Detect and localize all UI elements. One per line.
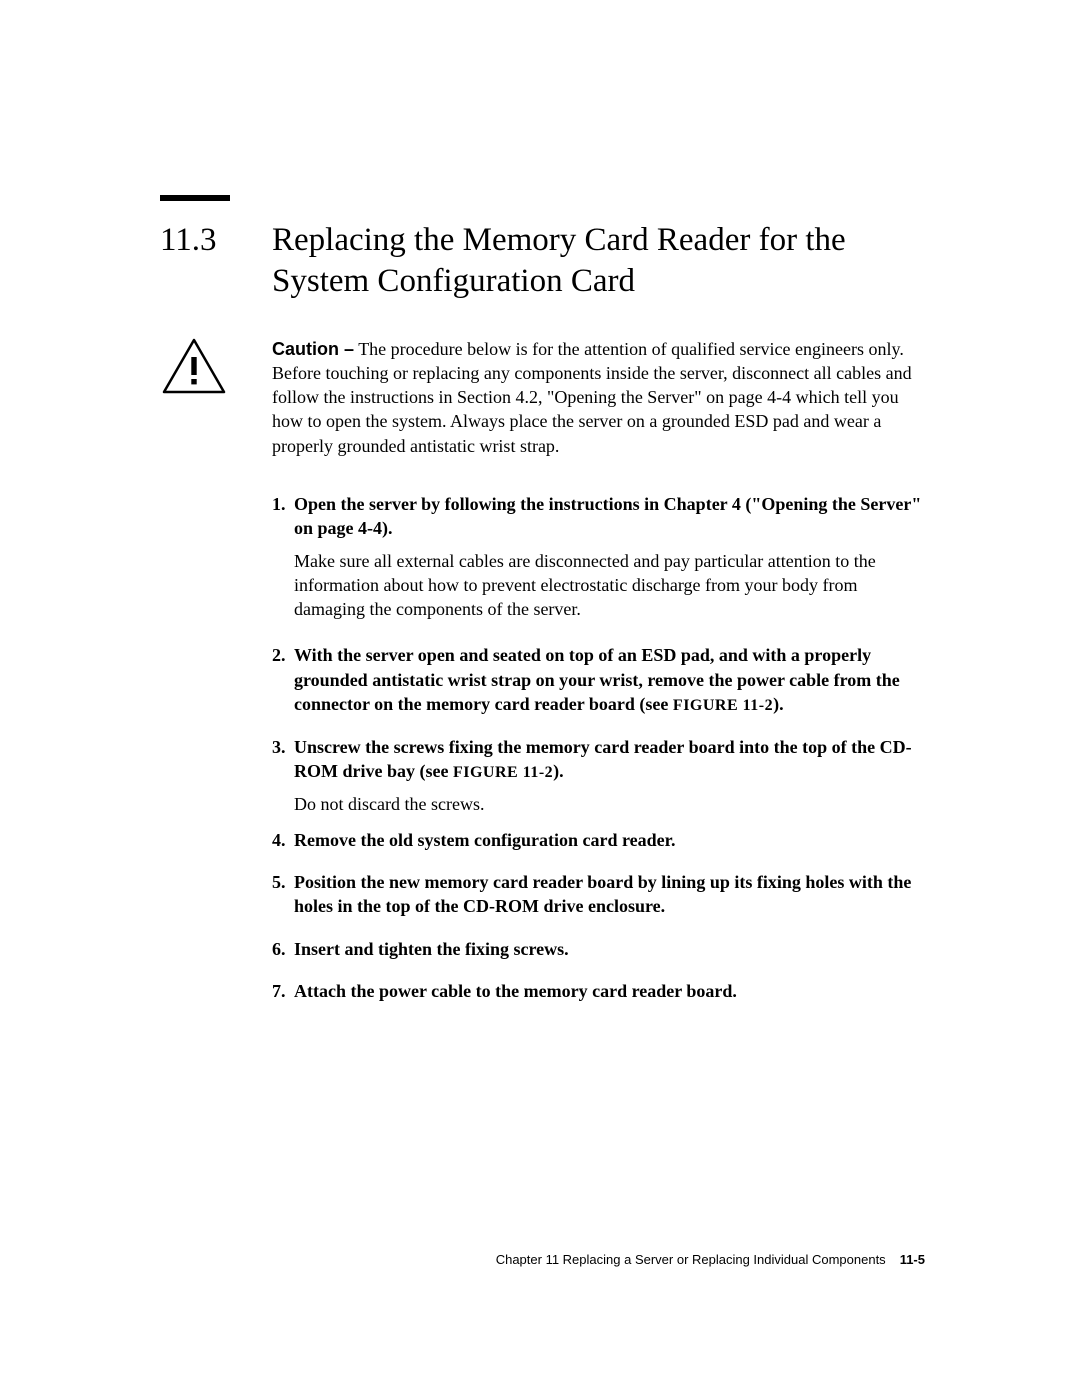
steps-list: 1. Open the server by following the inst… — [272, 492, 925, 1003]
step-number: 5. — [272, 870, 294, 919]
step-number: 4. — [272, 828, 294, 852]
caution-label: Caution – — [272, 339, 354, 359]
step-2: 2. With the server open and seated on to… — [272, 643, 925, 716]
step-bold-post: ). — [553, 761, 564, 781]
step-4: 4. Remove the old system configuration c… — [272, 828, 925, 852]
step-6: 6. Insert and tighten the fixing screws. — [272, 937, 925, 961]
section-number: 11.3 — [160, 220, 272, 261]
step-bold-pre: Unscrew the screws fixing the memory car… — [294, 737, 912, 781]
step-bold-pre: With the server open and seated on top o… — [294, 645, 900, 714]
step-body: Unscrew the screws fixing the memory car… — [294, 735, 925, 784]
step-note: Make sure all external cables are discon… — [294, 549, 925, 622]
figure-ref: FIGURE 11-2 — [673, 697, 773, 714]
step-body: Insert and tighten the fixing screws. — [294, 937, 569, 961]
caution-block: Caution – The procedure below is for the… — [160, 337, 925, 458]
caution-text: Caution – The procedure below is for the… — [272, 337, 925, 458]
caution-icon — [160, 337, 228, 395]
step-number: 3. — [272, 735, 294, 784]
step-note: Do not discard the screws. — [294, 792, 925, 816]
section-heading: 11.3 Replacing the Memory Card Reader fo… — [160, 220, 925, 303]
step-bold: Open the server by following the instruc… — [294, 494, 921, 538]
step-bold-post: ). — [773, 694, 784, 714]
step-7: 7. Attach the power cable to the memory … — [272, 979, 925, 1003]
step-3: 3. Unscrew the screws fixing the memory … — [272, 735, 925, 784]
caution-icon-column — [160, 337, 272, 395]
page-footer: Chapter 11 Replacing a Server or Replaci… — [0, 1252, 1080, 1267]
section-title: Replacing the Memory Card Reader for the… — [272, 220, 925, 303]
document-page: 11.3 Replacing the Memory Card Reader fo… — [0, 0, 1080, 1397]
section-rule — [160, 195, 230, 201]
step-body: Attach the power cable to the memory car… — [294, 979, 737, 1003]
step-number: 7. — [272, 979, 294, 1003]
step-body: Position the new memory card reader boar… — [294, 870, 925, 919]
step-5: 5. Position the new memory card reader b… — [272, 870, 925, 919]
step-body: With the server open and seated on top o… — [294, 643, 925, 716]
footer-page-number: 11-5 — [900, 1252, 925, 1267]
caution-body: The procedure below is for the attention… — [272, 339, 912, 456]
figure-ref: FIGURE 11-2 — [453, 764, 553, 781]
footer-chapter: Chapter 11 Replacing a Server or Replaci… — [496, 1252, 886, 1267]
step-1: 1. Open the server by following the inst… — [272, 492, 925, 541]
step-body: Remove the old system configuration card… — [294, 828, 675, 852]
step-number: 1. — [272, 492, 294, 541]
step-number: 2. — [272, 643, 294, 716]
step-number: 6. — [272, 937, 294, 961]
step-body: Open the server by following the instruc… — [294, 492, 925, 541]
